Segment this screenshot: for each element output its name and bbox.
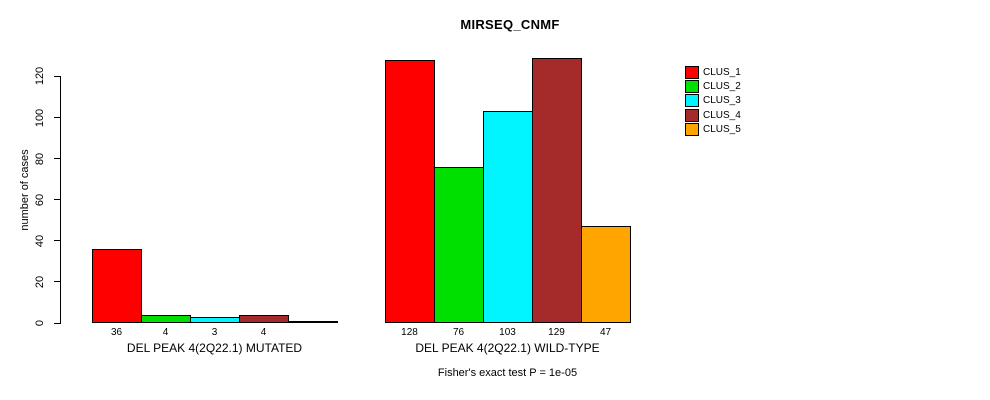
fisher-test-note: Fisher's exact test P = 1e-05 [437,367,578,379]
bar [239,315,289,323]
bar-value-label: 128 [401,327,418,338]
legend-swatch [685,94,699,108]
legend-swatch [685,80,699,94]
chart-title: MIRSEQ_CNMF [460,17,560,32]
bar-value-label: 47 [599,327,612,338]
bar [483,111,533,323]
legend-label: CLUS_2 [703,81,741,93]
bar-value-label: 36 [110,327,123,338]
y-tick [54,75,61,77]
legend-label: CLUS_4 [703,109,741,121]
y-tick [54,199,61,201]
y-tick-label: 100 [34,108,46,127]
group-label: DEL PEAK 4(2Q22.1) MUTATED [126,341,303,355]
legend-label: CLUS_3 [703,95,741,107]
y-tick [54,240,61,242]
legend-swatch [685,108,699,122]
bar [532,58,582,323]
y-tick-label: 60 [34,193,46,206]
bar [141,315,191,323]
legend-swatch [685,66,699,79]
y-tick [54,281,61,283]
y-tick-label: 20 [34,275,46,289]
y-axis-title: number of cases [19,149,31,231]
bar-value-label: 4 [162,327,169,338]
y-tick [54,117,61,119]
zero-height-bar [288,321,338,323]
bar-value-label: 129 [548,327,565,338]
legend-swatch [685,122,699,136]
legend-label: CLUS_1 [703,67,741,78]
bar [581,226,631,323]
bar-value-label: 76 [452,327,465,338]
bar-value-label: 4 [260,327,267,338]
y-tick-label: 120 [34,67,46,86]
y-tick-label: 40 [34,234,46,247]
bar-value-label: 3 [211,327,218,338]
bar [385,60,435,323]
bar-value-label: 103 [499,327,516,338]
legend-label: CLUS_5 [703,123,741,135]
bar [434,167,484,323]
bar [190,317,240,323]
y-tick [54,158,61,160]
y-tick-label: 80 [34,152,46,165]
bar [92,249,142,323]
group-label: DEL PEAK 4(2Q22.1) WILD-TYPE [415,341,600,355]
y-tick-label: 0 [34,319,46,327]
y-tick [54,322,61,324]
